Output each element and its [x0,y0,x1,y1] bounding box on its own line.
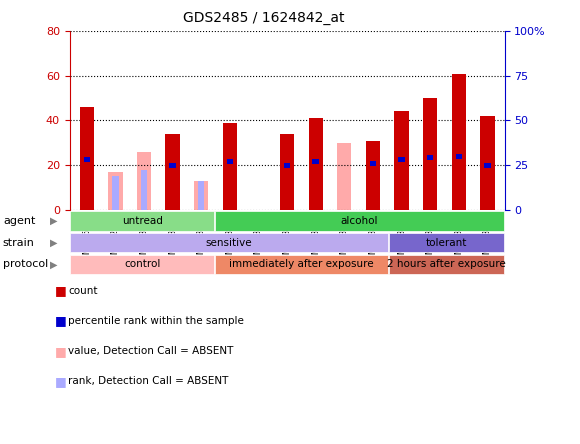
Bar [309,118,323,210]
Bar [70,254,214,274]
Bar [79,107,94,210]
Text: ▶: ▶ [50,216,57,226]
Bar [280,134,294,210]
Text: strain: strain [3,238,35,247]
Text: alcohol: alcohol [341,216,378,226]
Text: control: control [124,259,160,270]
Bar [456,154,462,159]
Text: tolerant: tolerant [426,238,467,247]
Bar [169,163,176,167]
Bar [70,233,388,252]
Text: GDS2485 / 1624842_at: GDS2485 / 1624842_at [183,11,345,25]
Text: ▶: ▶ [50,259,57,270]
Bar [313,159,319,164]
Text: ■: ■ [55,284,67,297]
Text: rank, Detection Call = ABSENT: rank, Detection Call = ABSENT [68,377,229,386]
Text: value, Detection Call = ABSENT: value, Detection Call = ABSENT [68,346,234,356]
Bar [366,140,380,210]
Text: ▶: ▶ [50,238,57,247]
Bar [198,181,205,210]
Bar [427,155,433,160]
Bar [215,211,504,230]
Text: ■: ■ [55,314,67,328]
Text: agent: agent [3,216,35,226]
Bar [369,161,376,166]
Bar [389,233,504,252]
Text: ■: ■ [55,375,67,388]
Bar [194,181,208,210]
Text: percentile rank within the sample: percentile rank within the sample [68,316,244,326]
Bar [398,157,405,162]
Bar [227,159,233,164]
Bar [423,98,437,210]
Bar [223,123,237,210]
Bar [70,211,214,230]
Bar [112,176,118,210]
Bar [84,157,90,162]
Text: immediately after exposure: immediately after exposure [229,259,374,270]
Text: count: count [68,286,98,296]
Bar [452,74,466,210]
Text: sensitive: sensitive [206,238,252,247]
Bar [337,143,351,210]
Text: 2 hours after exposure: 2 hours after exposure [387,259,506,270]
Bar [108,172,122,210]
Bar [284,163,291,167]
Bar [215,254,388,274]
Text: protocol: protocol [3,259,48,270]
Bar [394,111,409,210]
Bar [484,163,491,167]
Bar [141,170,147,210]
Text: untread: untread [122,216,162,226]
Bar [389,254,504,274]
Bar [165,134,180,210]
Text: ■: ■ [55,345,67,358]
Bar [137,152,151,210]
Bar [480,116,495,210]
